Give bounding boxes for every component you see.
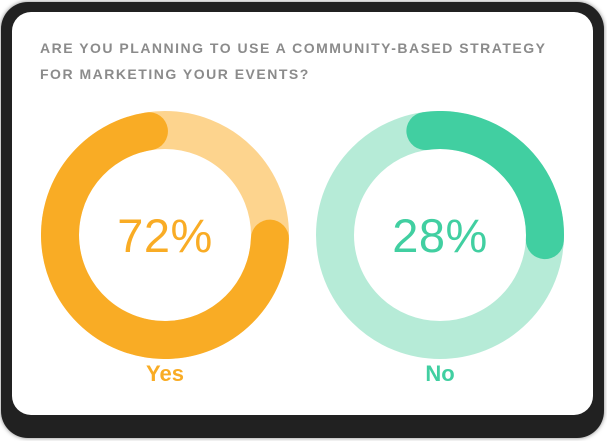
chart-label-no: No bbox=[425, 361, 455, 386]
donut-no: 28% bbox=[316, 111, 564, 359]
survey-question: ARE YOU PLANNING TO USE A COMMUNITY-BASE… bbox=[40, 40, 547, 82]
donut-yes: 72% bbox=[41, 111, 289, 359]
donut-value-arc-no bbox=[406, 111, 564, 260]
donut-yes-svg bbox=[41, 111, 289, 359]
percentage-value-yes: 72% bbox=[117, 208, 213, 262]
donut-chart-no: 28% No bbox=[316, 111, 564, 387]
donut-charts-row: 72% Yes 28% No bbox=[40, 111, 565, 387]
donut-no-svg bbox=[316, 111, 564, 359]
donut-value-arc-yes bbox=[41, 112, 289, 359]
chart-label-yes: Yes bbox=[146, 361, 184, 386]
survey-result-card: ARE YOU PLANNING TO USE A COMMUNITY-BASE… bbox=[12, 12, 593, 415]
donut-chart-yes: 72% Yes bbox=[41, 111, 289, 387]
percentage-value-no: 28% bbox=[392, 208, 488, 262]
